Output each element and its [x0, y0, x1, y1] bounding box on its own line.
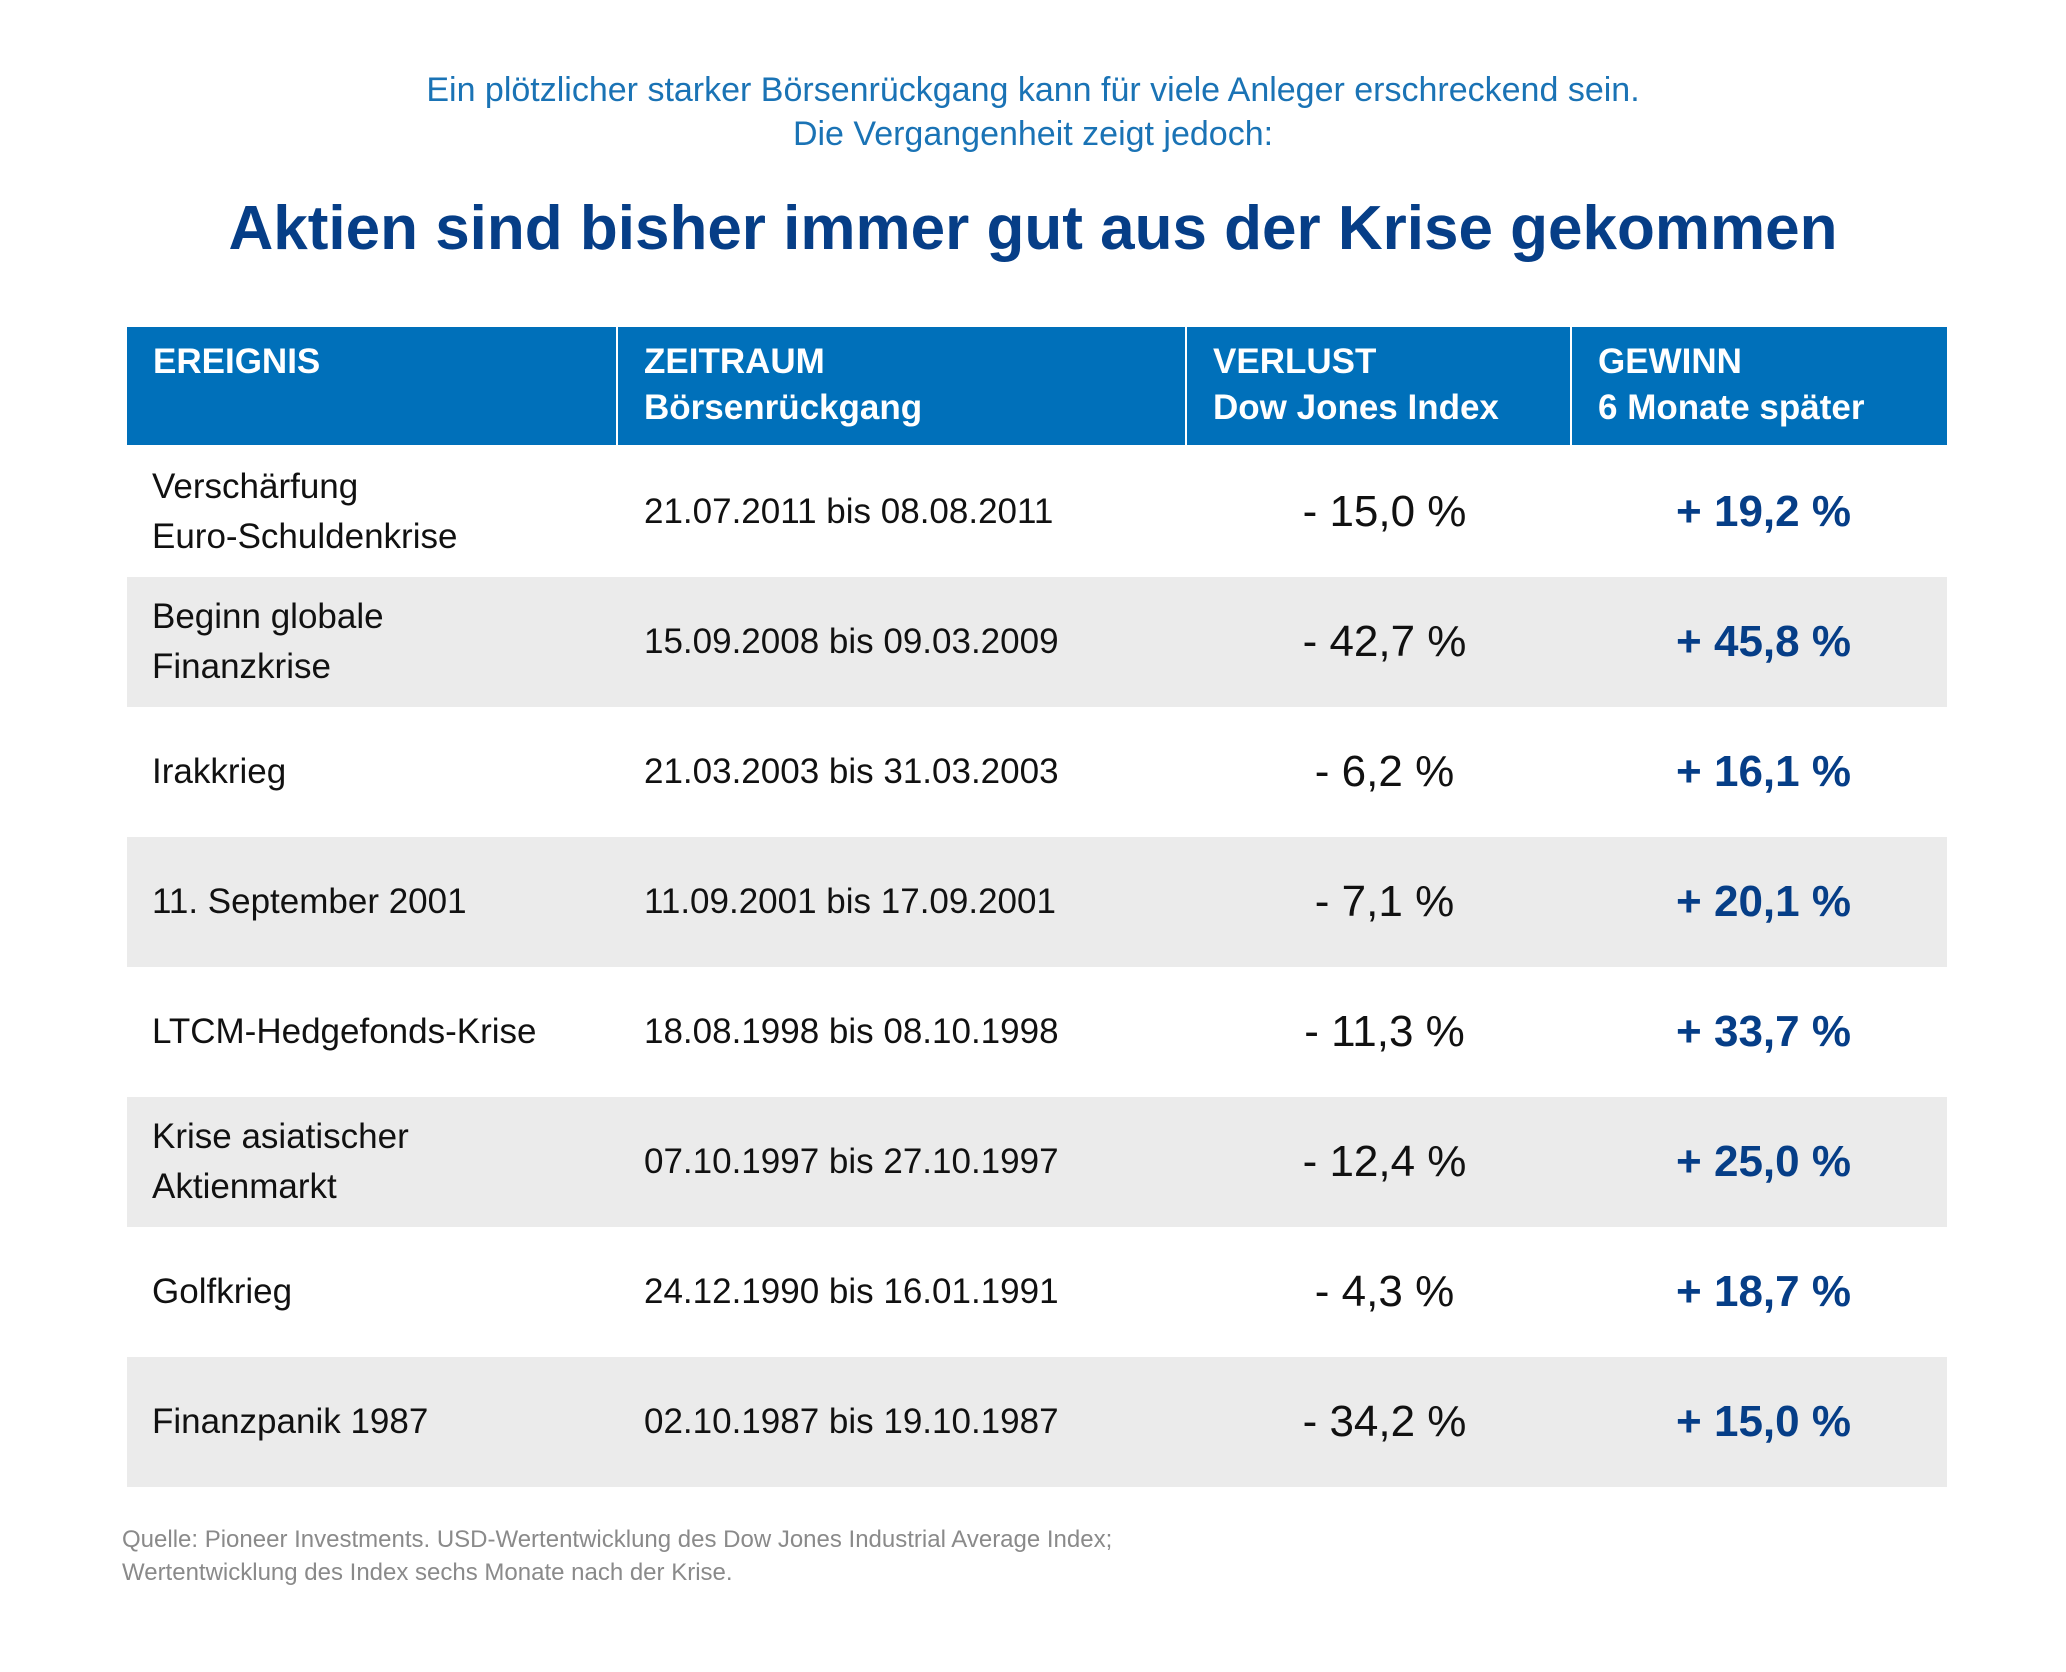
gain-cell: + 19,2 %: [1676, 487, 1851, 536]
period-cell: 07.10.1997 bis 27.10.1997: [644, 1142, 1059, 1181]
header-gain-line-1: GEWINN: [1598, 342, 1742, 381]
event-line-2: Finanzkrise: [152, 647, 331, 686]
source-line-1: Quelle: Pioneer Investments. USD-Wertent…: [122, 1526, 1113, 1553]
loss-cell: - 11,3 %: [1304, 1007, 1465, 1056]
page-title: Aktien sind bisher immer gut aus der Kri…: [228, 194, 1838, 263]
event-line-1: 11. September 2001: [152, 882, 467, 921]
event-cell: Beginn globale Finanzkrise: [127, 592, 618, 692]
event-line-1: Golfkrieg: [152, 1272, 293, 1311]
header-period-line-2: Börsenrückgang: [644, 388, 923, 427]
event-line-1: Verschärfung: [152, 467, 359, 506]
event-cell: Verschärfung Euro-Schuldenkrise: [127, 462, 618, 562]
period-cell: 02.10.1987 bis 19.10.1987: [644, 1402, 1059, 1441]
loss-cell: - 7,1 %: [1314, 877, 1455, 926]
gain-cell: + 25,0 %: [1676, 1137, 1851, 1186]
event-line-1: Finanzpanik 1987: [152, 1402, 429, 1441]
table-row: Krise asiatischer Aktienmarkt 07.10.1997…: [127, 1097, 1947, 1227]
gain-cell: + 18,7 %: [1676, 1267, 1851, 1316]
table-row: Golfkrieg 24.12.1990 bis 16.01.1991 - 4,…: [127, 1227, 1947, 1357]
loss-cell: - 6,2 %: [1314, 747, 1455, 796]
period-cell: 24.12.1990 bis 16.01.1991: [644, 1272, 1059, 1311]
event-line-1: Krise asiatischer: [152, 1117, 409, 1156]
event-cell: Finanzpanik 1987: [127, 1397, 618, 1447]
header-gain: GEWINN 6 Monate später: [1572, 327, 1947, 445]
source-line-2: Wertentwicklung des Index sechs Monate n…: [122, 1559, 733, 1586]
table-row: Irakkrieg 21.03.2003 bis 31.03.2003 - 6,…: [127, 707, 1947, 837]
event-line-2: Aktienmarkt: [152, 1167, 337, 1206]
header-loss-line-1: VERLUST: [1213, 342, 1377, 381]
table-row: 11. September 2001 11.09.2001 bis 17.09.…: [127, 837, 1947, 967]
loss-cell: - 15,0 %: [1302, 487, 1467, 536]
gain-cell: + 16,1 %: [1676, 747, 1851, 796]
table-row: LTCM-Hedgefonds-Krise 18.08.1998 bis 08.…: [127, 967, 1947, 1097]
event-line-1: Irakkrieg: [152, 752, 287, 791]
header-period: ZEITRAUM Börsenrückgang: [618, 327, 1187, 445]
intro-line-1: Ein plötzlicher starker Börsenrückgang k…: [426, 71, 1640, 109]
period-cell: 15.09.2008 bis 09.03.2009: [644, 622, 1059, 661]
period-cell: 21.03.2003 bis 31.03.2003: [644, 752, 1059, 791]
gain-cell: + 33,7 %: [1676, 1007, 1851, 1056]
table-header: EREIGNIS ZEITRAUM Börsenrückgang VERLUST…: [127, 327, 1947, 447]
crisis-table: EREIGNIS ZEITRAUM Börsenrückgang VERLUST…: [127, 327, 1947, 1487]
table-row: Beginn globale Finanzkrise 15.09.2008 bi…: [127, 577, 1947, 707]
header-loss: VERLUST Dow Jones Index: [1187, 327, 1572, 445]
event-cell: LTCM-Hedgefonds-Krise: [127, 1007, 618, 1057]
loss-cell: - 4,3 %: [1314, 1267, 1455, 1316]
gain-cell: + 15,0 %: [1676, 1397, 1851, 1446]
table-row: Finanzpanik 1987 02.10.1987 bis 19.10.19…: [127, 1357, 1947, 1487]
gain-cell: + 20,1 %: [1676, 877, 1851, 926]
event-cell: Golfkrieg: [127, 1267, 618, 1317]
intro-text: Ein plötzlicher starker Börsenrückgang k…: [0, 68, 2066, 156]
event-cell: 11. September 2001: [127, 877, 618, 927]
loss-cell: - 12,4 %: [1302, 1137, 1467, 1186]
header-event: EREIGNIS: [127, 327, 618, 445]
period-cell: 21.07.2011 bis 08.08.2011: [644, 492, 1054, 531]
table-row: Verschärfung Euro-Schuldenkrise 21.07.20…: [127, 447, 1947, 577]
period-cell: 18.08.1998 bis 08.10.1998: [644, 1012, 1059, 1051]
header-gain-line-2: 6 Monate später: [1598, 388, 1865, 427]
loss-cell: - 34,2 %: [1302, 1397, 1467, 1446]
intro-line-2: Die Vergangenheit zeigt jedoch:: [792, 115, 1274, 153]
header-period-line-1: ZEITRAUM: [644, 342, 825, 381]
event-cell: Krise asiatischer Aktienmarkt: [127, 1112, 618, 1212]
event-line-2: Euro-Schuldenkrise: [152, 517, 458, 556]
period-cell: 11.09.2001 bis 17.09.2001: [644, 882, 1056, 921]
source-note: Quelle: Pioneer Investments. USD-Wertent…: [122, 1523, 1112, 1589]
header-loss-line-2: Dow Jones Index: [1213, 388, 1499, 427]
gain-cell: + 45,8 %: [1676, 617, 1851, 666]
event-line-1: LTCM-Hedgefonds-Krise: [152, 1012, 537, 1051]
event-cell: Irakkrieg: [127, 747, 618, 797]
header-event-line-1: EREIGNIS: [153, 342, 321, 381]
loss-cell: - 42,7 %: [1302, 617, 1467, 666]
event-line-1: Beginn globale: [152, 597, 384, 636]
